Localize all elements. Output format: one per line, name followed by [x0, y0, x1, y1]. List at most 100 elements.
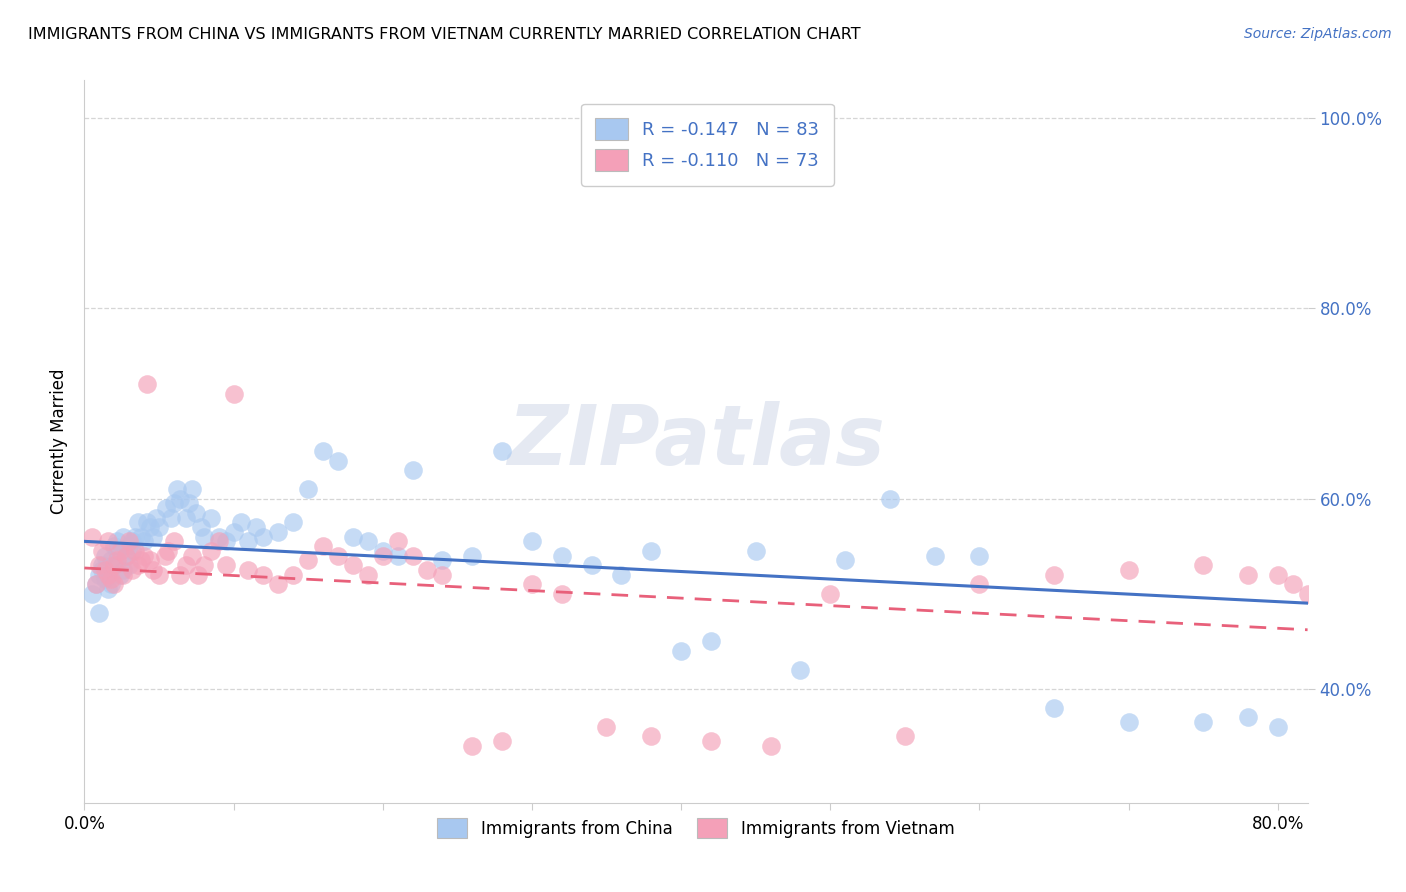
Point — [416, 563, 439, 577]
Point — [267, 577, 290, 591]
Point — [700, 734, 723, 748]
Point — [401, 463, 423, 477]
Point — [744, 544, 766, 558]
Point — [153, 549, 176, 563]
Point — [108, 544, 131, 558]
Point — [100, 573, 122, 587]
Point — [155, 501, 177, 516]
Point — [387, 534, 409, 549]
Point — [148, 567, 170, 582]
Point — [222, 387, 245, 401]
Point — [163, 534, 186, 549]
Point — [112, 530, 135, 544]
Point — [969, 577, 991, 591]
Point — [160, 510, 183, 524]
Point — [1192, 714, 1215, 729]
Point — [124, 544, 146, 558]
Point — [1043, 567, 1066, 582]
Point — [551, 549, 574, 563]
Point — [267, 524, 290, 539]
Point — [200, 544, 222, 558]
Point — [105, 534, 128, 549]
Point — [357, 567, 380, 582]
Point — [894, 729, 917, 743]
Point — [142, 563, 165, 577]
Point — [163, 496, 186, 510]
Point — [834, 553, 856, 567]
Point — [124, 530, 146, 544]
Point — [100, 577, 122, 591]
Point — [207, 530, 229, 544]
Point — [174, 510, 197, 524]
Point — [200, 510, 222, 524]
Point — [91, 544, 114, 558]
Point — [1355, 610, 1378, 624]
Point — [326, 453, 349, 467]
Point — [136, 377, 159, 392]
Point — [169, 491, 191, 506]
Text: IMMIGRANTS FROM CHINA VS IMMIGRANTS FROM VIETNAM CURRENTLY MARRIED CORRELATION C: IMMIGRANTS FROM CHINA VS IMMIGRANTS FROM… — [28, 27, 860, 42]
Point — [1043, 700, 1066, 714]
Point — [581, 558, 603, 573]
Point — [115, 549, 138, 563]
Point — [97, 534, 120, 549]
Point — [1237, 567, 1260, 582]
Text: ZIPatlas: ZIPatlas — [508, 401, 884, 482]
Text: Source: ZipAtlas.com: Source: ZipAtlas.com — [1244, 27, 1392, 41]
Point — [700, 634, 723, 648]
Point — [461, 549, 484, 563]
Point — [132, 534, 155, 549]
Point — [1341, 606, 1364, 620]
Point — [1237, 710, 1260, 724]
Point — [103, 539, 125, 553]
Point — [432, 567, 454, 582]
Point — [520, 577, 543, 591]
Point — [207, 534, 229, 549]
Point — [94, 573, 117, 587]
Point — [326, 549, 349, 563]
Point — [595, 720, 617, 734]
Point — [252, 567, 274, 582]
Point — [103, 558, 125, 573]
Point — [969, 549, 991, 563]
Point — [190, 520, 212, 534]
Point — [432, 553, 454, 567]
Point — [312, 539, 335, 553]
Point — [94, 549, 117, 563]
Point — [89, 567, 111, 582]
Point — [112, 567, 135, 582]
Point — [759, 739, 782, 753]
Point — [115, 549, 138, 563]
Point — [669, 643, 692, 657]
Point — [297, 482, 319, 496]
Point — [551, 587, 574, 601]
Point — [371, 549, 394, 563]
Point — [238, 563, 260, 577]
Point — [342, 530, 364, 544]
Point — [520, 534, 543, 549]
Point — [105, 544, 128, 558]
Point — [174, 558, 197, 573]
Point — [84, 577, 107, 591]
Point — [136, 516, 159, 530]
Point — [879, 491, 901, 506]
Point — [139, 520, 162, 534]
Point — [121, 563, 143, 577]
Point — [97, 567, 120, 582]
Point — [252, 530, 274, 544]
Point — [166, 482, 188, 496]
Point — [818, 587, 841, 601]
Point — [105, 553, 128, 567]
Point — [401, 549, 423, 563]
Point — [121, 544, 143, 558]
Point — [80, 530, 103, 544]
Point — [238, 534, 260, 549]
Point — [1118, 714, 1140, 729]
Point — [129, 553, 152, 567]
Point — [118, 534, 141, 549]
Point — [1118, 563, 1140, 577]
Point — [148, 520, 170, 534]
Point — [127, 516, 149, 530]
Point — [112, 563, 135, 577]
Point — [132, 549, 155, 563]
